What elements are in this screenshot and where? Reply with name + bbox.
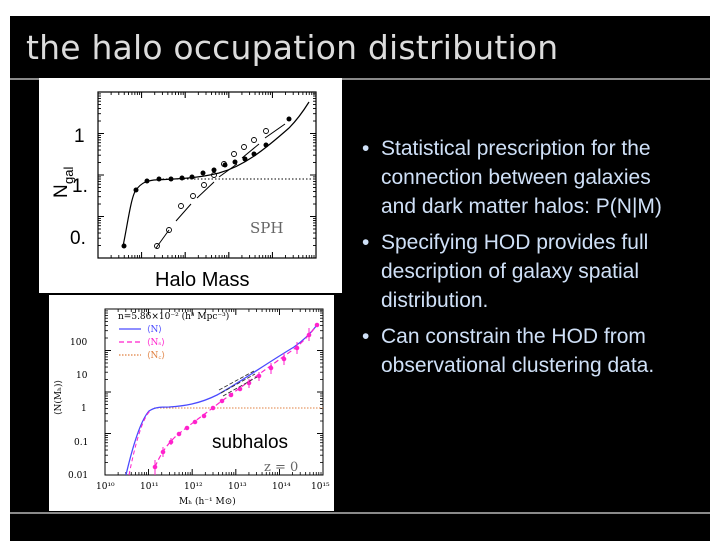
- subhalos-label: subhalos: [210, 432, 291, 454]
- bullet-item: • Specifying HOD provides full descripti…: [360, 228, 680, 315]
- bullet-item: • Statistical prescription for the conne…: [360, 134, 680, 221]
- xtick-1e13: 10¹³: [228, 482, 247, 492]
- power-law-guides: [218, 370, 258, 397]
- bullet-text: Specifying HOD provides full description…: [381, 231, 649, 312]
- ytick-0.1: 0.1: [74, 438, 88, 448]
- xtick-1e10: 10¹⁰: [96, 482, 115, 492]
- bullet-text: Statistical prescription for the connect…: [381, 137, 662, 218]
- ytick-label-2: 1.: [72, 176, 88, 197]
- bullet-dot: •: [362, 231, 370, 254]
- footer-divider: [10, 512, 710, 514]
- bullet-list: • Statistical prescription for the conne…: [360, 134, 680, 387]
- hod-sph-plot: SPH 1 1. 0. N gal Halo Mass: [39, 78, 342, 293]
- ylabel-main: N: [51, 184, 72, 198]
- satellite-points: [154, 128, 269, 249]
- slide-title: the halo occupation distribution: [26, 28, 559, 67]
- xtick-1e14: 10¹⁴: [272, 482, 291, 492]
- total-points: [121, 116, 292, 249]
- ylabel: N gal: [51, 167, 76, 198]
- satellite-low-curve: [128, 410, 151, 476]
- hod-sph-svg: SPH 1 1. 0. N gal Halo Mass: [51, 91, 317, 291]
- axis-ticks-2: [104, 308, 324, 476]
- ylabel-sub: gal: [61, 167, 76, 184]
- ytick-100: 100: [70, 338, 87, 348]
- xtick-1e11: 10¹¹: [140, 482, 159, 492]
- xlabel: Halo Mass: [155, 269, 249, 291]
- satellite-points-2: [152, 322, 320, 475]
- ytick-label-1: 1: [74, 126, 85, 147]
- density-header: n=5.86×10⁻² (h³ Mpc⁻³): [118, 311, 229, 322]
- bullet-dot: •: [362, 137, 370, 160]
- redshift-label: z = 0: [264, 460, 298, 475]
- ytick-1: 1: [81, 404, 87, 414]
- bullet-dot: •: [362, 325, 370, 348]
- hod-subhalo-plot: n=5.86×10⁻² (h³ Mpc⁻³) ⟨N⟩ ⟨Nₛ⟩ ⟨N꜀⟩: [49, 295, 334, 511]
- hod-subhalo-svg: n=5.86×10⁻² (h³ Mpc⁻³) ⟨N⟩ ⟨Nₛ⟩ ⟨N꜀⟩: [53, 308, 330, 507]
- xlabel-2: Mₕ (h⁻¹ M⊙): [179, 496, 236, 507]
- satellite-dashed-curve: [155, 123, 286, 249]
- title-divider: [10, 78, 710, 80]
- axis-ticks: [97, 91, 317, 259]
- legend-total: ⟨N⟩: [147, 325, 162, 335]
- bullet-item: • Can constrain the HOD from observation…: [360, 322, 680, 380]
- total-curve-2: [125, 324, 318, 476]
- legend-central: ⟨N꜀⟩: [147, 351, 165, 361]
- ytick-label-3: 0.: [70, 228, 86, 249]
- bullet-text: Can constrain the HOD from observational…: [381, 325, 655, 377]
- ytick-10: 10: [76, 371, 88, 381]
- slide: the halo occupation distribution: [10, 16, 710, 541]
- xtick-1e12: 10¹²: [184, 482, 203, 492]
- sph-annotation: SPH: [250, 219, 283, 237]
- ytick-0.01: 0.01: [68, 471, 88, 481]
- ylabel-2: ⟨N(Mₕ)⟩: [53, 380, 64, 415]
- xtick-1e15: 10¹⁵: [311, 482, 330, 492]
- legend-satellite: ⟨Nₛ⟩: [147, 338, 165, 348]
